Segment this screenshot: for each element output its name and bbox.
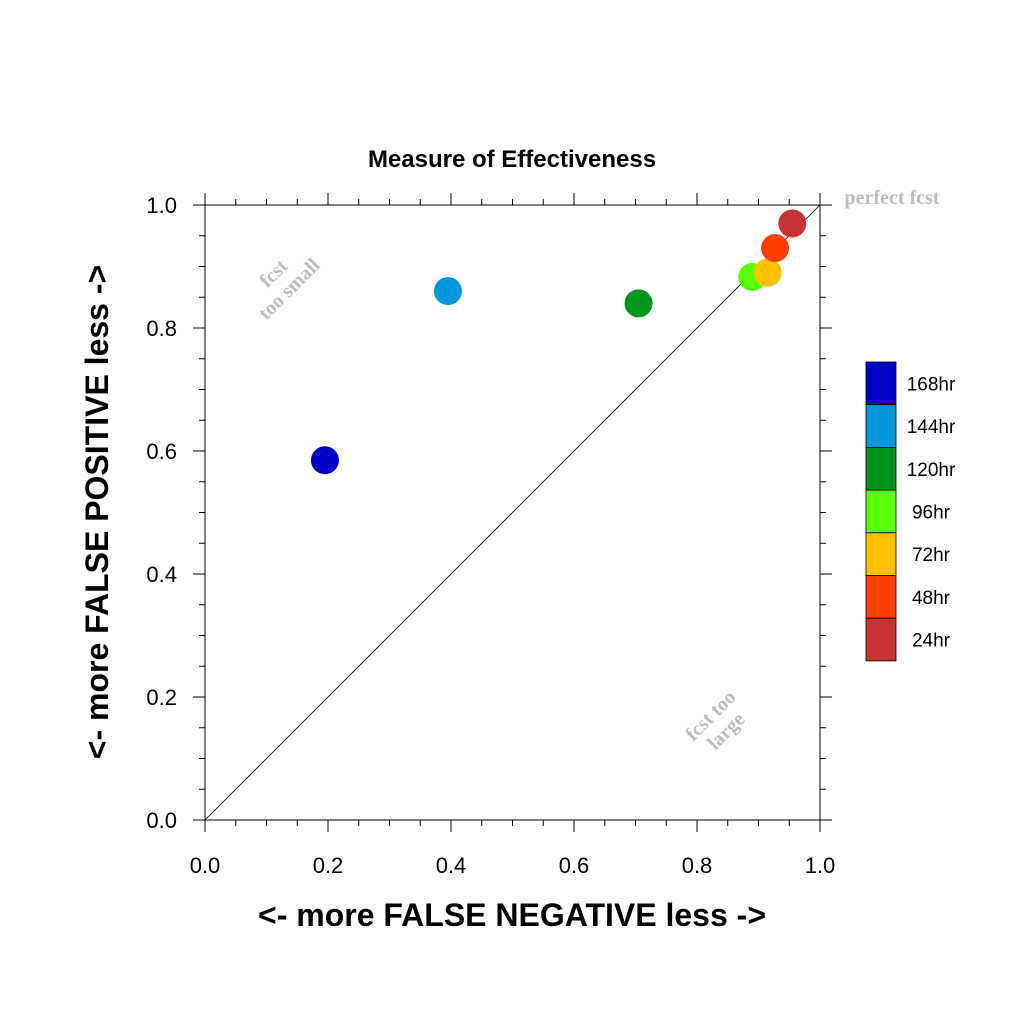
y-tick-label: 0.2: [146, 685, 177, 710]
legend-label-120hr: 120hr: [907, 460, 956, 481]
point-24hr: [778, 209, 807, 238]
y-tick-label: 0.8: [146, 316, 177, 341]
y-tick-label: 0.4: [146, 562, 177, 587]
point-168hr: [310, 446, 339, 475]
y-tick-label: 1.0: [146, 193, 177, 218]
legend-swatch-24hr: [865, 617, 897, 662]
diagonal-reference-line: [204, 204, 821, 821]
y-tick-labels: 0.0 0.2 0.4 0.6 0.8 1.0: [146, 193, 177, 833]
legend-label-144hr: 144hr: [907, 417, 956, 438]
legend-label-24hr: 24hr: [912, 631, 951, 652]
x-tick-label: 0.2: [313, 853, 344, 878]
legend: 168hr 144hr 120hr 96hr 72hr 48hr 24hr: [865, 361, 956, 662]
x-axis-label: <- more FALSE NEGATIVE less ->: [258, 897, 766, 933]
legend-swatch-72hr: [865, 532, 897, 576]
x-tick-label: 0.0: [190, 853, 221, 878]
legend-label-168hr: 168hr: [907, 374, 956, 395]
legend-label-48hr: 48hr: [912, 588, 951, 609]
legend-label-72hr: 72hr: [912, 545, 951, 566]
x-tick-label: 0.8: [682, 853, 713, 878]
axes: [204, 204, 821, 821]
y-tick-label: 0.0: [146, 808, 177, 833]
point-72hr: [753, 258, 782, 287]
data-points: [310, 209, 807, 475]
point-144hr: [433, 277, 462, 306]
y-axis-label: <- more FALSE POSITIVE less ->: [79, 265, 115, 759]
too-small-annotation: fcst too small: [254, 254, 324, 324]
x-tick-label: 0.6: [559, 853, 590, 878]
point-120hr: [624, 289, 653, 318]
chart-title: Measure of Effectiveness: [368, 146, 656, 173]
y-tick-label: 0.6: [146, 439, 177, 464]
legend-swatch-120hr: [865, 446, 897, 491]
legend-swatch-48hr: [865, 575, 897, 619]
x-tick-label: 0.4: [436, 853, 467, 878]
tick-marks: [193, 193, 832, 832]
too-large-annotation: fcst too large: [681, 686, 749, 754]
perfect-forecast-annotation: perfect fcst: [845, 187, 940, 209]
point-48hr: [761, 234, 790, 263]
legend-swatch-168hr: [865, 361, 897, 406]
legend-label-96hr: 96hr: [912, 502, 951, 523]
legend-swatch-96hr: [865, 489, 897, 534]
x-tick-labels: 0.0 0.2 0.4 0.6 0.8 1.0: [190, 853, 836, 878]
legend-swatch-144hr: [865, 404, 897, 448]
x-tick-label: 1.0: [805, 853, 836, 878]
too-small-line-2: too small: [254, 254, 324, 324]
